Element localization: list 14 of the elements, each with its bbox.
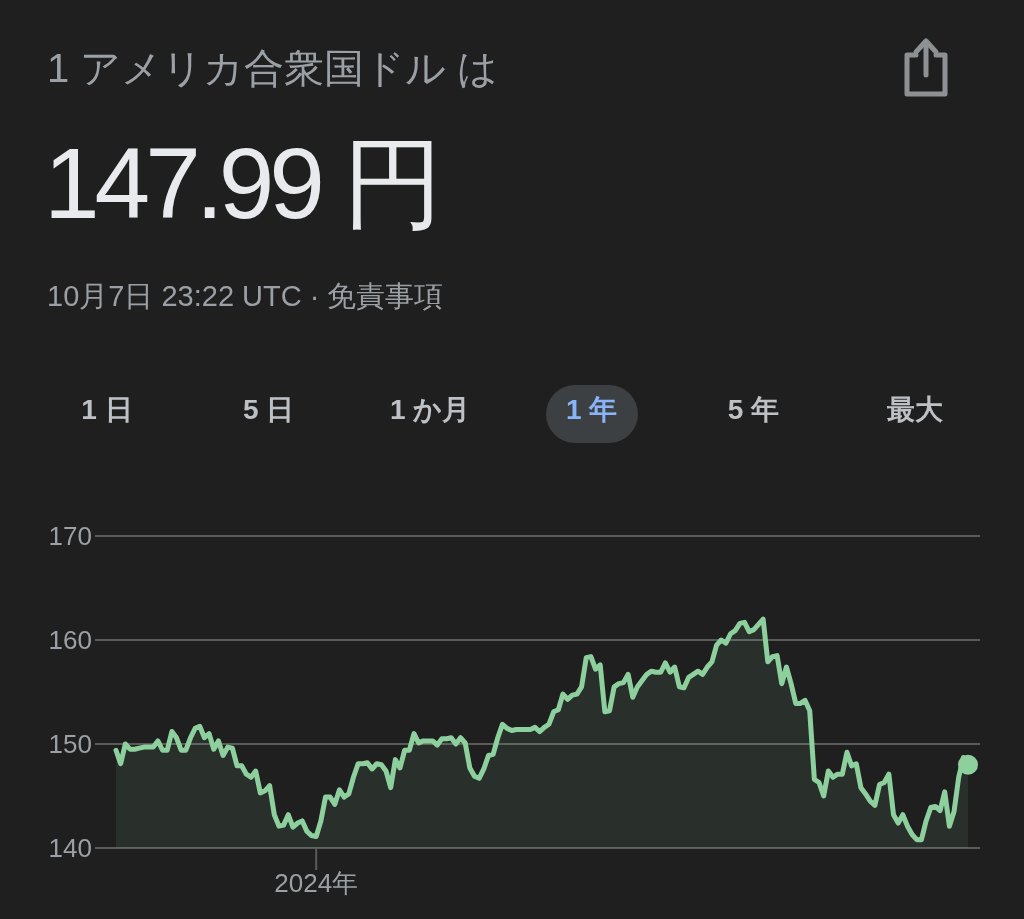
y-tick-label: 160 [48,625,92,656]
chart-subtitle: 147.99 円 [44,127,438,239]
y-tick-label: 140 [48,833,92,864]
chart-title: 1 アメリカ合衆国ドル は [47,46,499,90]
text: 1 年 [566,394,618,425]
text: 1 日 [81,394,133,425]
x-tick-label: 2024年 [274,868,359,899]
text: 1 か月 [390,394,471,425]
text: 5 年 [727,394,780,425]
text: 10月7日 23:22 UTC · 免責事項 [47,280,444,312]
y-tick-label: 150 [48,729,92,760]
text: 5 日 [242,394,295,425]
text: 最大 [887,394,943,425]
y-tick-label: 170 [48,521,92,552]
